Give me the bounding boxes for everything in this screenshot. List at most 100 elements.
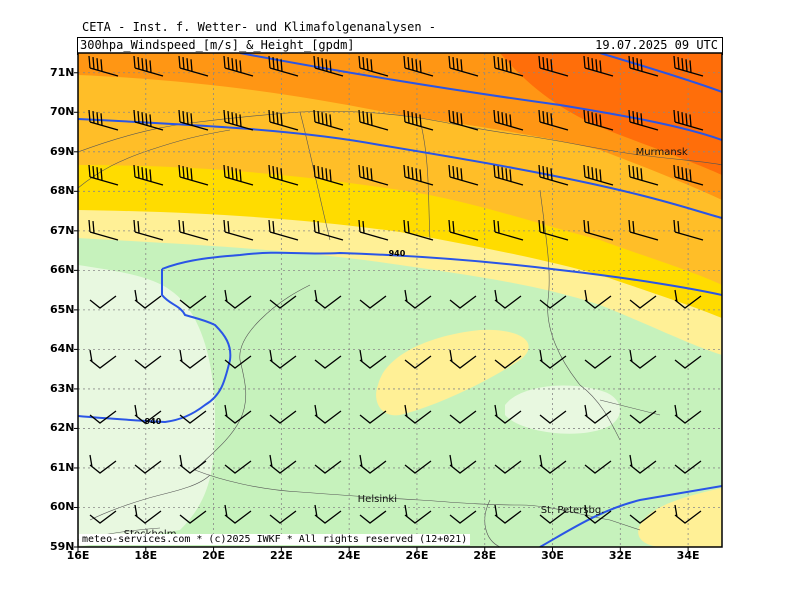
wind-barb (404, 289, 432, 309)
wind-barb (538, 219, 569, 241)
contour-line (78, 269, 232, 424)
lat-label: 59N (50, 540, 75, 553)
wind-barb (493, 55, 524, 77)
wind-barb (449, 410, 477, 424)
lat-label: 66N (50, 263, 75, 277)
wind-barb (449, 295, 477, 309)
wind-barb (223, 164, 254, 186)
wind-barb (449, 349, 477, 369)
contour-line (78, 118, 722, 219)
wind-barb (88, 109, 119, 131)
wind-barb (493, 164, 524, 186)
wind-barb (539, 510, 567, 524)
copyright-footer: meteo-services.com * (c)2025 IWKF * All … (79, 534, 471, 545)
wind-barb (134, 404, 162, 424)
lon-label: 16E (66, 549, 90, 562)
wind-barb (314, 460, 342, 474)
wind-barb (313, 164, 344, 186)
wind-barb (584, 355, 612, 369)
wind-barb (673, 164, 704, 186)
wind-barb (313, 55, 344, 77)
wind-barb (314, 355, 342, 369)
wind-barb (539, 349, 567, 369)
lon-label: 22E (269, 549, 293, 562)
wind-barb (178, 109, 209, 131)
lat-label: 62N (50, 421, 75, 435)
wind-barb (134, 460, 162, 474)
wind-barb (628, 109, 659, 131)
wind-barb (224, 504, 252, 524)
wind-barb (673, 55, 704, 77)
contour-label: 940 (144, 416, 162, 426)
wind-barb (224, 355, 252, 369)
wind-barb (223, 109, 254, 131)
wind-barb (359, 410, 387, 424)
wind-barb (313, 219, 344, 241)
map-frame (77, 52, 723, 548)
wind-barb (268, 164, 299, 186)
wind-barbs (88, 55, 704, 524)
wind-barb (268, 219, 299, 241)
wind-barb (358, 164, 389, 186)
wind-barb (179, 510, 207, 524)
wind-barb (403, 219, 434, 241)
wind-barb (268, 55, 299, 77)
wind-barb (313, 109, 344, 131)
wind-barb (674, 355, 702, 369)
contour-line (539, 485, 722, 547)
city-label: Helsinki (357, 493, 398, 505)
wind-barb (629, 349, 657, 369)
band-light-green-east (505, 385, 620, 434)
wind-barb (673, 219, 704, 241)
lat-label: 63N (50, 381, 75, 395)
wind-barb (224, 404, 252, 424)
wind-barb (359, 295, 387, 309)
band-light-green-west (78, 265, 215, 547)
wind-barb (134, 355, 162, 369)
wind-barb (448, 55, 479, 77)
wind-barb (539, 454, 567, 474)
lat-label: 70N (50, 105, 75, 119)
wind-barb (629, 410, 657, 424)
wind-barb (404, 355, 432, 369)
wind-barb (358, 109, 389, 131)
wind-barb (583, 55, 614, 77)
lon-label: 30E (541, 549, 564, 562)
wind-barb (583, 109, 614, 131)
product-title: 300hpa_Windspeed_[m/s]_&_Height_[gpdm] (80, 38, 355, 52)
wind-barb (224, 289, 252, 309)
wind-barb (448, 109, 479, 131)
lon-label: 18E (134, 549, 158, 562)
wind-barb (179, 349, 207, 369)
contour-line (161, 251, 722, 296)
band-pale-yellow-mid (376, 329, 529, 416)
wind-barb (358, 219, 389, 241)
grid-lines (78, 53, 722, 547)
wind-barb (403, 164, 434, 186)
wind-barb (583, 219, 614, 241)
wind-barb (494, 355, 522, 369)
wind-barb (628, 164, 659, 186)
city-label: St. Petersbg. (540, 505, 605, 517)
lat-label: 68N (50, 184, 75, 198)
wind-barb (404, 404, 432, 424)
wind-barb (223, 55, 254, 77)
wind-barb (629, 454, 657, 474)
wind-barb (314, 404, 342, 424)
wind-barb (269, 510, 297, 524)
wind-barb (133, 164, 164, 186)
wind-barb (493, 219, 524, 241)
wind-barb (403, 55, 434, 77)
band-pale-yellow-se (638, 488, 722, 547)
wind-barb (133, 109, 164, 131)
wind-barb (629, 295, 657, 309)
wind-barb (628, 55, 659, 77)
wind-barb (493, 109, 524, 131)
wind-barb (404, 504, 432, 524)
contour-line (599, 53, 722, 93)
wind-barb (178, 164, 209, 186)
lat-label: 69N (50, 144, 75, 158)
lon-label: 24E (337, 549, 361, 562)
wind-barb (89, 410, 117, 424)
